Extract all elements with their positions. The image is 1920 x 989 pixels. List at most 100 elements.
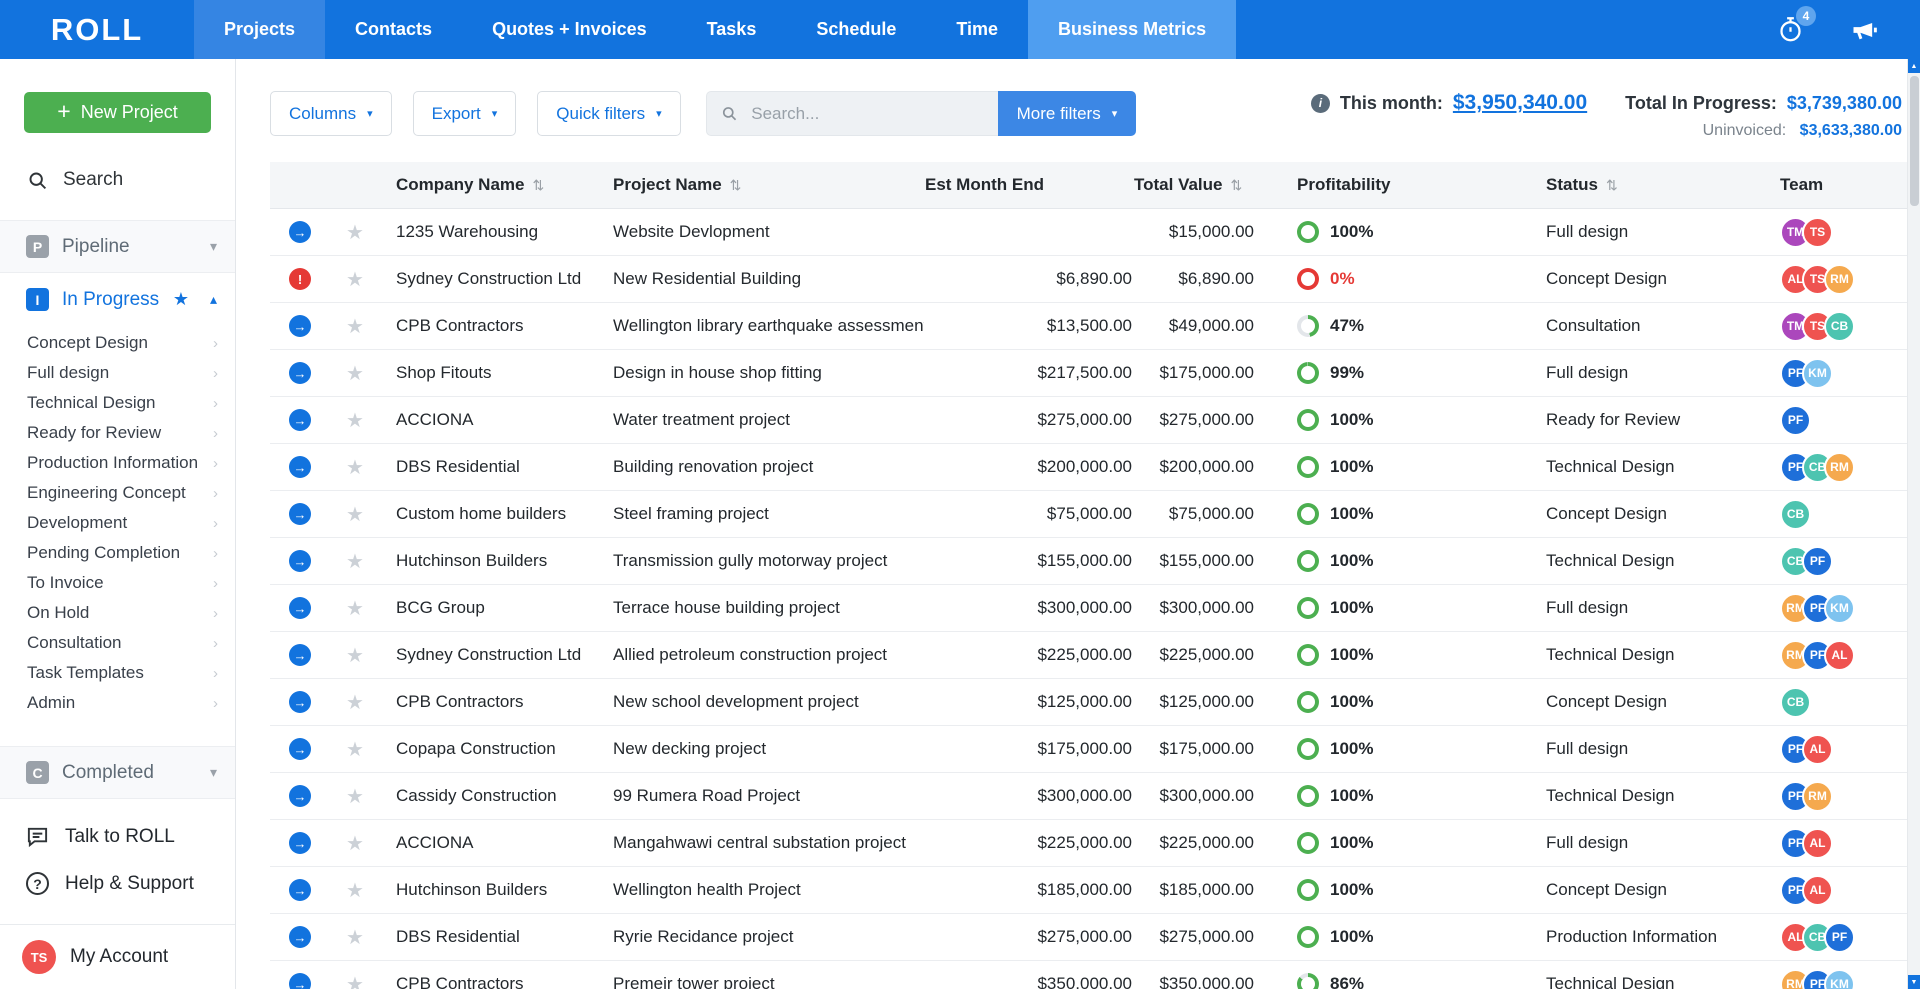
sidebar-item-engineering-concept[interactable]: Engineering Concept › [0,478,235,508]
table-row[interactable]: → ★ Custom home builders Steel framing proj… [270,490,1920,538]
open-project-icon[interactable]: → [289,926,311,948]
quick-filters-button[interactable]: Quick filters ▾ [537,91,681,136]
table-row[interactable]: → ★ CPB Contractors Premeir tower project $3… [270,960,1920,989]
open-project-icon[interactable]: → [289,550,311,572]
team-avatar[interactable]: AL [1802,733,1833,765]
open-project-icon[interactable]: → [289,832,311,854]
sidebar-item-admin[interactable]: Admin › [0,688,235,718]
sidebar-item-to-invoice[interactable]: To Invoice › [0,568,235,598]
team-avatar[interactable]: KM [1824,592,1855,624]
columns-button[interactable]: Columns ▾ [270,91,392,136]
timer-button[interactable]: 4 [1777,6,1816,43]
team-avatar[interactable]: CB [1780,686,1811,718]
table-row[interactable]: → ★ Sydney Construction Ltd Allied petroleu… [270,631,1920,679]
team-avatar[interactable]: RM [1824,451,1855,483]
scroll-thumb[interactable] [1909,76,1919,206]
table-row[interactable]: → ★ DBS Residential Building renovation pro… [270,443,1920,491]
sidebar-item-ready-for-review[interactable]: Ready for Review › [0,418,235,448]
open-project-icon[interactable]: → [289,221,311,243]
favorite-star-icon[interactable]: ★ [346,785,364,808]
sidebar-item-on-hold[interactable]: On Hold › [0,598,235,628]
my-account[interactable]: TS My Account [0,924,235,989]
team-avatar[interactable]: KM [1824,968,1855,989]
table-row[interactable]: → ★ Cassidy Construction 99 Rumera Road Pro… [270,772,1920,820]
favorite-star-icon[interactable]: ★ [346,409,364,432]
open-project-icon[interactable]: → [289,362,311,384]
open-project-icon[interactable]: → [289,973,311,989]
table-row[interactable]: → ★ ACCIONA Mangahwawi central substation p… [270,819,1920,867]
sidebar-search[interactable]: Search [0,160,235,200]
open-project-icon[interactable]: → [289,597,311,619]
open-project-icon[interactable]: → [289,879,311,901]
nav-tab-schedule[interactable]: Schedule [816,19,897,39]
team-avatar[interactable]: AL [1824,639,1855,671]
column-header-total-value[interactable]: Total Value ⇅ [1133,162,1255,209]
vertical-scrollbar[interactable]: ▲ ▼ [1907,59,1920,989]
sort-icon[interactable]: ⇅ [1605,177,1618,193]
open-project-icon[interactable]: → [289,738,311,760]
table-row[interactable]: → ★ 1235 Warehousing Website Devlopment $15,… [270,208,1920,256]
this-month-value[interactable]: $3,950,340.00 [1452,91,1588,114]
favorite-star-icon[interactable]: ★ [346,503,364,526]
open-project-icon[interactable]: → [289,503,311,525]
favorite-star-icon[interactable]: ★ [346,268,364,291]
favorite-star-icon[interactable]: ★ [346,738,364,761]
favorite-star-icon[interactable]: ★ [346,597,364,620]
column-header-company-name[interactable]: Company Name ⇅ [380,162,599,209]
table-row[interactable]: → ★ Copapa Construction New decking project… [270,725,1920,773]
favorite-star-icon[interactable]: ★ [346,456,364,479]
export-button[interactable]: Export ▾ [412,91,517,136]
team-avatar[interactable]: TS [1802,216,1833,248]
sidebar-item-consultation[interactable]: Consultation › [0,628,235,658]
open-project-icon[interactable]: → [289,785,311,807]
sort-icon[interactable]: ⇅ [1230,177,1243,193]
table-row[interactable]: → ★ BCG Group Terrace house building projec… [270,584,1920,632]
open-project-icon[interactable]: → [289,409,311,431]
sidebar-item-development[interactable]: Development › [0,508,235,538]
favorite-star-icon[interactable]: ★ [346,362,364,385]
scroll-down-button[interactable]: ▼ [1907,975,1920,989]
sort-icon[interactable]: ⇅ [729,177,742,193]
nav-tab-projects[interactable]: Projects [194,0,326,59]
favorite-star-icon[interactable]: ★ [172,289,189,309]
table-row[interactable]: → ★ CPB Contractors New school development … [270,678,1920,726]
favorite-star-icon[interactable]: ★ [346,550,364,573]
favorite-star-icon[interactable]: ★ [346,832,364,855]
sidebar-item-pending-completion[interactable]: Pending Completion › [0,538,235,568]
nav-tab-tasks[interactable]: Tasks [706,19,757,39]
scroll-up-button[interactable]: ▲ [1907,59,1920,73]
search-input[interactable] [749,102,984,125]
app-logo[interactable]: ROLL [50,11,144,47]
sidebar-item-task-templates[interactable]: Task Templates › [0,658,235,688]
team-avatar[interactable]: KM [1802,357,1833,389]
team-avatar[interactable]: AL [1802,827,1833,859]
column-header-project-name[interactable]: Project Name ⇅ [599,162,924,209]
nav-tab-quotes-invoices[interactable]: Quotes + Invoices [492,19,647,39]
help-support-link[interactable]: ? Help & Support [0,860,235,907]
info-icon[interactable]: i [1310,93,1330,113]
sidebar-section-pipeline[interactable]: P Pipeline ▾ [0,220,235,273]
favorite-star-icon[interactable]: ★ [346,926,364,949]
table-row[interactable]: → ★ Hutchinson Builders Transmission gully … [270,537,1920,585]
favorite-star-icon[interactable]: ★ [346,221,364,244]
column-header-status[interactable]: Status ⇅ [1536,162,1766,209]
sidebar-section-completed[interactable]: C Completed ▾ [0,746,235,799]
nav-tab-business-metrics[interactable]: Business Metrics [1028,0,1237,59]
table-row[interactable]: → ★ DBS Residential Ryrie Recidance project… [270,913,1920,961]
favorite-star-icon[interactable]: ★ [346,315,364,338]
alert-icon[interactable]: ! [289,268,311,290]
team-avatar[interactable]: RM [1802,780,1833,812]
chevron-up-icon[interactable]: ▴ [209,291,217,307]
new-project-button[interactable]: + New Project [24,92,211,133]
sidebar-item-concept-design[interactable]: Concept Design › [0,328,235,358]
sidebar-section-in-progress[interactable]: I In Progress ★ ▴ [0,273,235,326]
open-project-icon[interactable]: → [289,644,311,666]
sidebar-item-technical-design[interactable]: Technical Design › [0,388,235,418]
nav-tab-time[interactable]: Time [956,19,999,39]
sort-icon[interactable]: ⇅ [532,177,545,193]
table-row[interactable]: ! ★ Sydney Construction Ltd New Residential… [270,255,1920,303]
announcements-button[interactable] [1850,16,1878,44]
team-avatar[interactable]: PF [1802,545,1833,577]
sidebar-item-full-design[interactable]: Full design › [0,358,235,388]
sidebar-item-production-information[interactable]: Production Information › [0,448,235,478]
